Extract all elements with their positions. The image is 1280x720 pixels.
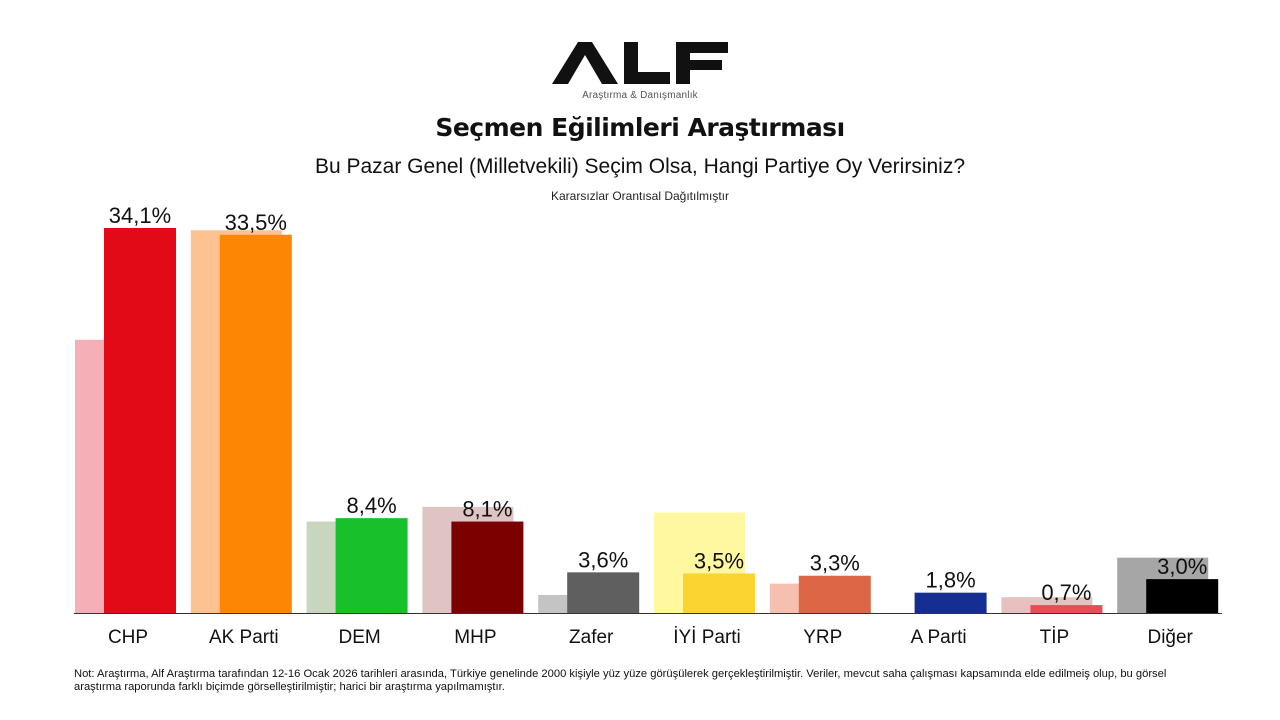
- data-label-dem: 8,4%: [347, 493, 397, 518]
- alf-logo: [552, 42, 728, 84]
- data-label-ak-parti: 33,5%: [225, 210, 287, 235]
- category-label-di-er: Diğer: [1147, 627, 1193, 648]
- data-label-zafer: 3,6%: [578, 547, 628, 572]
- data-label-yrp: 3,3%: [810, 551, 860, 576]
- category-label-ak-parti: AK Parti: [209, 627, 279, 648]
- data-label-a-parti: 1,8%: [926, 568, 976, 593]
- bar-dem: [335, 518, 408, 613]
- chart-title: Seçmen Eğilimleri Araştırması: [435, 113, 845, 142]
- chart-note: Kararsızlar Orantısal Dağıtılmıştır: [550, 189, 730, 203]
- data-label-i-yi-parti: 3,5%: [694, 548, 744, 573]
- footnote: Not: Araştırma, Alf Araştırma tarafından…: [74, 668, 1167, 693]
- bar-yrp: [798, 575, 871, 613]
- chart-subtitle: Bu Pazar Genel (Milletvekili) Seçim Olsa…: [314, 155, 966, 178]
- bar-i-yi-parti: [683, 573, 755, 613]
- brand-subtitle: Araştırma & Danışmanlık: [582, 90, 698, 101]
- category-label-a-parti: A Parti: [911, 627, 967, 648]
- bar-a-parti: [914, 592, 987, 613]
- bar-zafer: [567, 572, 640, 613]
- data-label-chp: 34,1%: [109, 203, 171, 228]
- category-label-ti-p: TİP: [1040, 627, 1070, 648]
- category-label-zafer: Zafer: [569, 627, 614, 648]
- data-label-di-er: 3,0%: [1157, 554, 1207, 579]
- bar-mhp: [451, 521, 524, 613]
- category-label-dem: DEM: [338, 627, 380, 648]
- category-label-chp: CHP: [108, 627, 148, 648]
- category-label-yrp: YRP: [803, 627, 842, 648]
- data-label-ti-p: 0,7%: [1041, 580, 1091, 605]
- bar-chp: [104, 228, 176, 613]
- bar-ak-parti: [219, 234, 292, 613]
- bar-ti-p: [1030, 605, 1103, 613]
- bar-di-er: [1146, 579, 1219, 613]
- category-label-i-yi-parti: İYİ Parti: [673, 627, 741, 648]
- category-label-mhp: MHP: [454, 627, 496, 648]
- data-label-mhp: 8,1%: [462, 497, 512, 522]
